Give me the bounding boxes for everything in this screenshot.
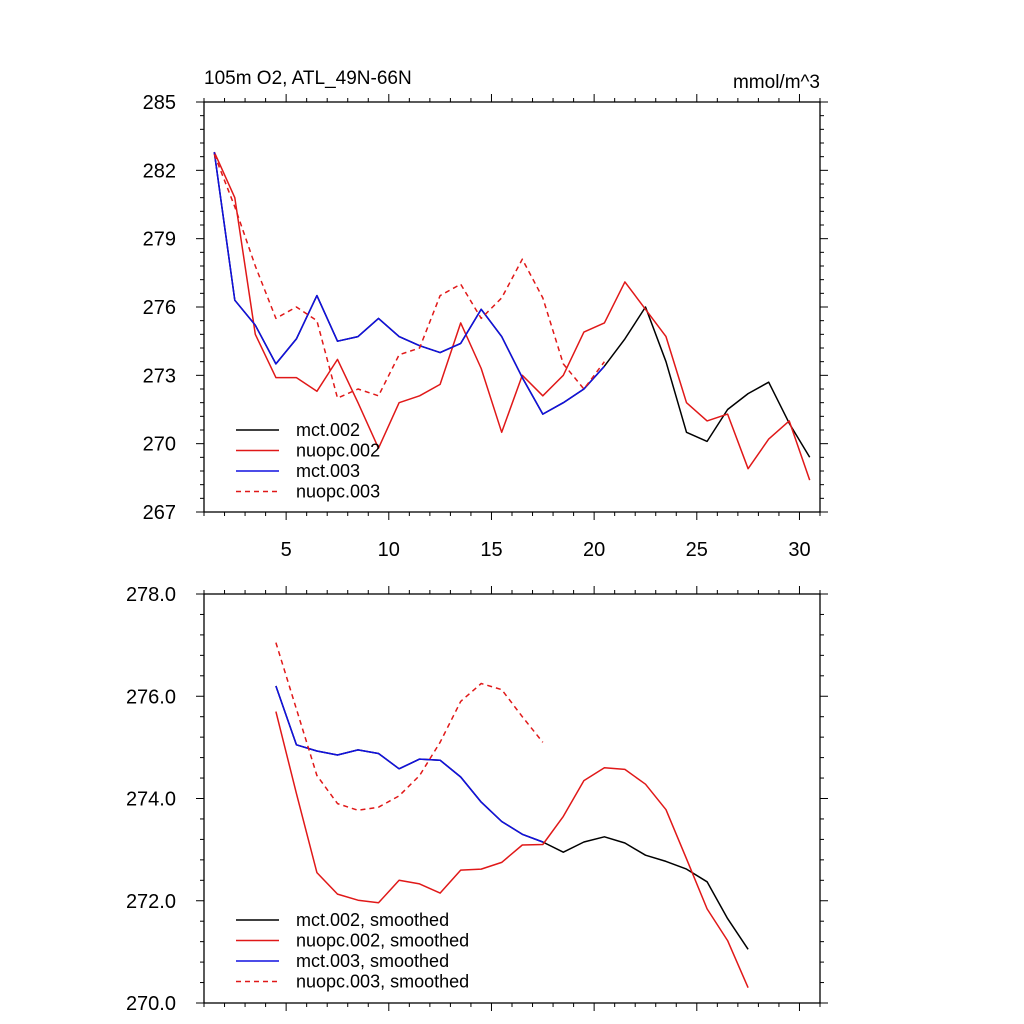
legend-label: mct.002, smoothed (296, 910, 449, 930)
chart-title: 105m O2, ATL_49N-66N (204, 68, 412, 89)
units-label: mmol/m^3 (733, 72, 820, 93)
series-line-mct-002 (213, 151, 811, 458)
legend-label: mct.002 (296, 420, 360, 440)
y-tick-label: 282 (143, 160, 176, 182)
y-tick-label: 285 (143, 92, 176, 114)
y-tick-label: 276 (143, 297, 176, 319)
y-tick-label: 273 (143, 365, 176, 387)
x-tick-label: 15 (480, 539, 502, 561)
bottom-panel: 270.0 272.0 274.0 276.0 278.0 mct.002, smooth… (126, 584, 828, 1015)
legend-label: nuopc.003 (296, 482, 380, 502)
legend-label: mct.003, smoothed (296, 951, 449, 971)
series-line-nuopc-002-smoothed (275, 711, 749, 988)
legend-label: nuopc.002, smoothed (296, 931, 469, 951)
series-line-nuopc-002 (213, 151, 811, 481)
x-tick-label: 5 (281, 539, 292, 561)
legend-label: nuopc.002 (296, 441, 380, 461)
y-tick-label: 279 (143, 229, 176, 251)
y-tick-label: 276.0 (126, 686, 176, 708)
y-tick-label: 272.0 (126, 891, 176, 913)
y-tick-label: 278.0 (126, 584, 176, 606)
series-line-nuopc-003-smoothed (275, 642, 544, 812)
series-line-mct-003-smoothed (275, 685, 544, 843)
legend-label: nuopc.003, smoothed (296, 972, 469, 992)
x-tick-label: 20 (583, 539, 605, 561)
series-line-mct-003 (213, 151, 605, 415)
x-tick-label: 30 (788, 539, 810, 561)
legend-label: mct.003 (296, 461, 360, 481)
y-tick-label: 267 (143, 502, 176, 524)
top-panel: 105m O2, ATL_49N-66N mmol/m^3 5 10 15 20 25 3… (143, 68, 828, 561)
series-line-nuopc-003 (213, 154, 605, 399)
x-tick-label: 25 (686, 539, 708, 561)
y-tick-label: 270 (143, 434, 176, 456)
y-tick-label: 274.0 (126, 789, 176, 811)
y-tick-label: 270.0 (126, 993, 176, 1015)
x-tick-label: 10 (378, 539, 400, 561)
